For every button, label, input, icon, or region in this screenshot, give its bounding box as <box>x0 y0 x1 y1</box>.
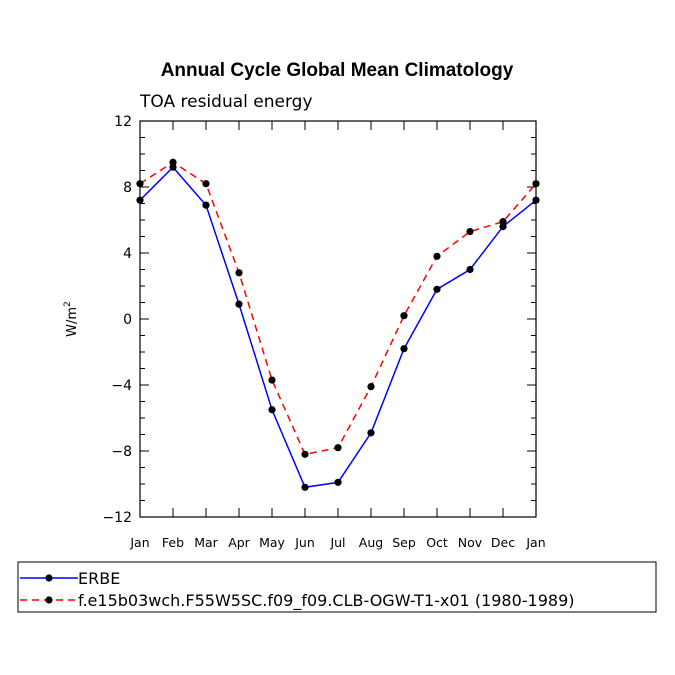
x-tick-label: Oct <box>426 535 448 550</box>
y-tick-labels: 12 8 4 0 −4 −8 −12 <box>102 114 132 526</box>
x-tick-label: Jul <box>329 535 345 550</box>
legend-label-1: ERBE <box>78 569 120 588</box>
x-tick-label: May <box>259 535 285 550</box>
data-point-s1-6 <box>334 478 342 486</box>
y-tick-label: −4 <box>111 378 132 394</box>
series-layer <box>136 158 540 491</box>
x-tick-label: Jan <box>129 535 149 550</box>
y-tick-label: 8 <box>123 180 132 196</box>
x-tick-label: Sep <box>392 535 416 550</box>
axis-ticks <box>139 120 537 518</box>
data-point-s2-6 <box>334 444 342 452</box>
chart-subtitle: TOA residual energy <box>139 92 313 112</box>
data-point-s1-2 <box>202 201 210 209</box>
x-tick-label: Aug <box>359 535 383 550</box>
data-point-s1-8 <box>400 345 408 353</box>
svg-text:W/m2: W/m2 <box>63 301 80 337</box>
y-tick-label: −12 <box>102 510 132 526</box>
series-line-1 <box>139 166 537 489</box>
legend: ERBE f.e15b03wch.F55W5SC.f09_f09.CLB-OGW-… <box>17 561 657 613</box>
y-axis-label-text: W/m <box>65 307 80 337</box>
data-point-s1-5 <box>301 483 309 491</box>
data-point-s2-1 <box>169 158 177 166</box>
chart-title: Annual Cycle Global Mean Climatology <box>161 60 514 81</box>
data-point-s2-9 <box>433 252 441 260</box>
data-point-s2-8 <box>400 312 408 320</box>
data-point-s2-7 <box>367 383 375 391</box>
data-point-s1-10 <box>466 265 474 274</box>
y-tick-label: 12 <box>114 114 132 130</box>
y-tick-label: 4 <box>123 246 132 262</box>
x-tick-label: Jan <box>525 535 545 550</box>
data-point-s1-11 <box>499 223 507 231</box>
data-point-s2-3 <box>235 269 243 277</box>
y-tick-label: −8 <box>111 444 132 460</box>
data-point-s1-3 <box>235 300 243 308</box>
x-tick-label: Mar <box>194 535 218 550</box>
x-tick-label: Dec <box>491 535 515 550</box>
x-tick-labels: Jan Feb Mar Apr May Jun Jul Aug Sep Oct Nov Dec Jan <box>129 535 545 550</box>
data-point-s2-10 <box>466 227 474 236</box>
x-tick-label: Jun <box>294 535 315 550</box>
x-tick-label: Apr <box>228 535 250 550</box>
plot-area-frame <box>139 120 537 518</box>
y-tick-label: 0 <box>123 312 132 328</box>
data-point-s2-5 <box>301 450 309 458</box>
x-tick-label: Nov <box>458 535 483 550</box>
data-point-s1-1 <box>169 163 177 171</box>
legend-box <box>17 561 657 613</box>
data-point-s1-7 <box>367 429 375 437</box>
data-point-s1-9 <box>433 285 441 293</box>
legend-label-2: f.e15b03wch.F55W5SC.f09_f09.CLB-OGW-T1-x… <box>78 591 575 611</box>
x-tick-label: Feb <box>162 535 184 550</box>
legend-marker-1 <box>45 574 53 582</box>
data-point-s1-4 <box>268 406 276 414</box>
data-point-s2-2 <box>202 180 210 188</box>
y-axis-label: W/m2 <box>63 301 80 337</box>
data-point-s2-11 <box>499 218 507 226</box>
legend-marker-2 <box>45 596 53 604</box>
series-line-2 <box>139 161 537 456</box>
data-point-s2-4 <box>268 376 276 384</box>
y-axis-label-superscript: 2 <box>63 301 73 307</box>
